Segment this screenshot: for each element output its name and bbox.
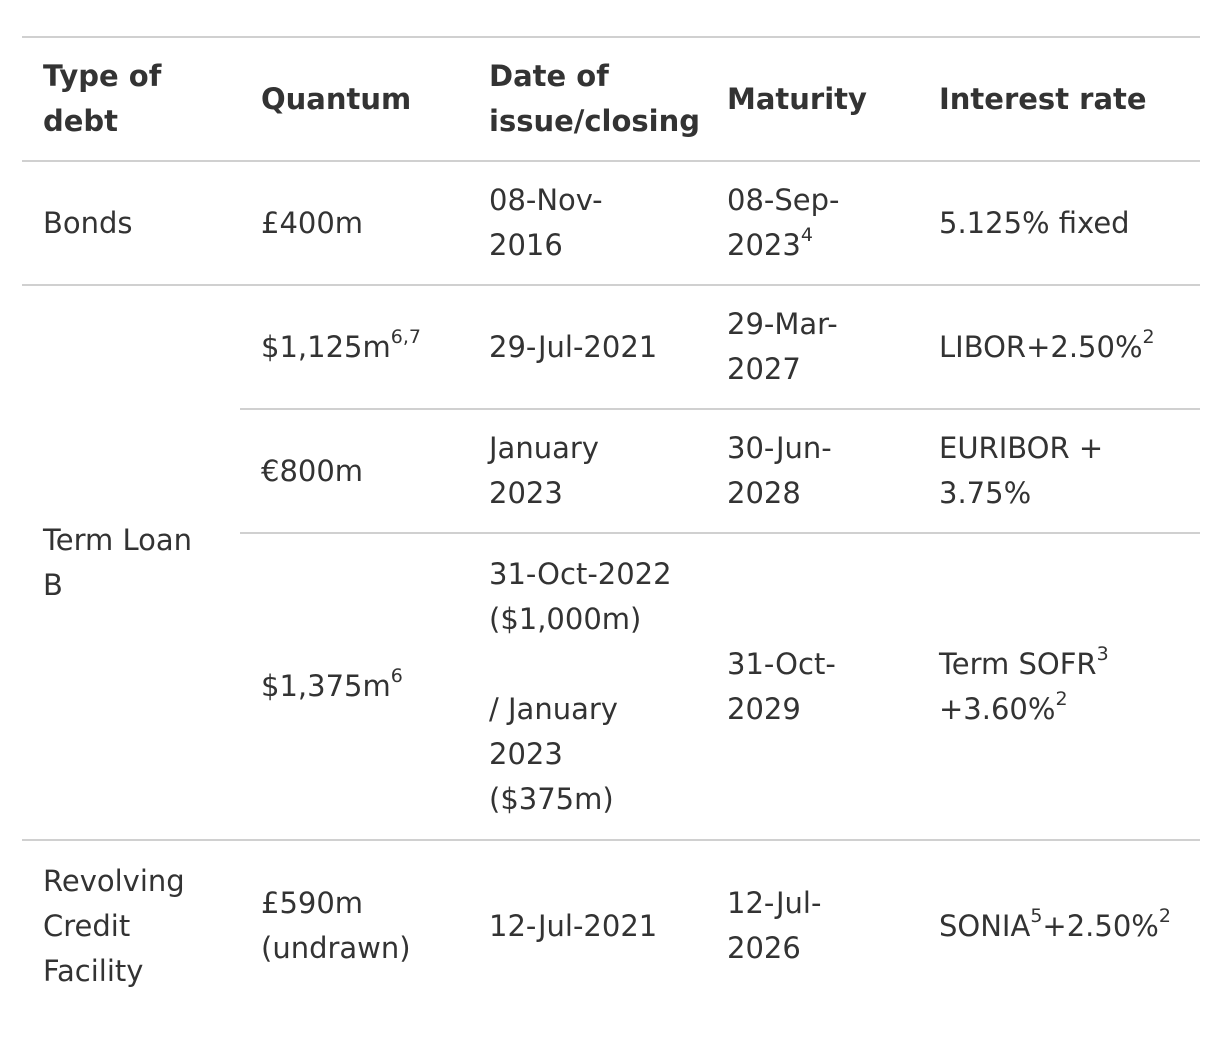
cell-date: January 2023 xyxy=(468,408,706,533)
footnote-marker: 5 xyxy=(1030,904,1043,927)
cell-rate: SONIA5+2.50%2 xyxy=(939,904,1171,943)
footnote-marker: 6 xyxy=(390,665,403,688)
table-body: Bonds £400m 08-Nov- 2016 08-Sep- 20234 5… xyxy=(22,161,1200,1011)
cell-rate: EURIBOR + 3.75% xyxy=(918,408,1200,533)
cell-quantum: $1,125m6,7 xyxy=(261,325,421,364)
cell-maturity: 12-Jul- 2026 xyxy=(727,886,822,965)
cell-type: Bonds xyxy=(43,205,133,240)
footnote-marker: 4 xyxy=(800,224,813,247)
cell-type-term-loan-b: Term Loan B xyxy=(43,522,193,602)
footnote-marker: 3 xyxy=(1096,642,1109,665)
table-row-tlb-usd1: Term Loan B $1,125m6,7 29-Jul-2021 29-Ma… xyxy=(22,285,1200,602)
cell-maturity: 30-Jun- 2028 xyxy=(706,408,918,533)
cell-quantum: £400m xyxy=(261,205,364,240)
header-interest-rate: Interest rate xyxy=(939,81,1147,116)
cell-date: 31-Oct-2022 ($1,000m) / January 2023 ($3… xyxy=(468,532,706,840)
debt-table-container: Type of debt Quantum Date of issue/closi… xyxy=(22,36,1200,1011)
cell-maturity: 29-Mar- 2027 xyxy=(727,307,838,386)
cell-type: Revolving Credit Facility xyxy=(43,863,185,988)
header-row: Type of debt Quantum Date of issue/closi… xyxy=(22,37,1200,161)
footnote-marker: 2 xyxy=(1158,904,1171,927)
footnote-marker: 2 xyxy=(1142,325,1155,348)
cell-date: 08-Nov- 2016 xyxy=(489,183,603,262)
header-quantum: Quantum xyxy=(261,81,412,116)
debt-table: Type of debt Quantum Date of issue/closi… xyxy=(22,36,1200,1011)
cell-maturity: 08-Sep- 20234 xyxy=(727,183,840,262)
cell-rate: 5.125% fixed xyxy=(939,205,1130,240)
header-maturity: Maturity xyxy=(727,81,867,116)
cell-rate: Term SOFR3 +3.60%2 xyxy=(918,532,1200,840)
header-type-of-debt: Type of debt xyxy=(43,59,162,138)
header-date: Date of issue/closing xyxy=(489,59,701,138)
cell-quantum: €800m xyxy=(240,408,468,533)
footnote-marker: 2 xyxy=(1055,687,1068,710)
table-row-tlb-eur: €800m January 2023 30-Jun- 2028 EURIBOR … xyxy=(22,408,1200,533)
cell-rate: LIBOR+2.50%2 xyxy=(939,325,1155,364)
cell-date: 12-Jul-2021 xyxy=(489,908,658,943)
cell-quantum: £590m (undrawn) xyxy=(261,886,411,965)
cell-date: 29-Jul-2021 xyxy=(489,329,658,364)
cell-quantum: $1,375m6 xyxy=(240,532,468,840)
table-row-rcf: Revolving Credit Facility £590m (undrawn… xyxy=(22,840,1200,1011)
table-row-bonds: Bonds £400m 08-Nov- 2016 08-Sep- 20234 5… xyxy=(22,161,1200,285)
table-header: Type of debt Quantum Date of issue/closi… xyxy=(22,37,1200,161)
footnote-marker: 6,7 xyxy=(390,325,421,348)
cell-maturity: 31-Oct- 2029 xyxy=(706,532,918,840)
table-row-tlb-usd2: $1,375m6 31-Oct-2022 ($1,000m) / January… xyxy=(22,532,1200,840)
